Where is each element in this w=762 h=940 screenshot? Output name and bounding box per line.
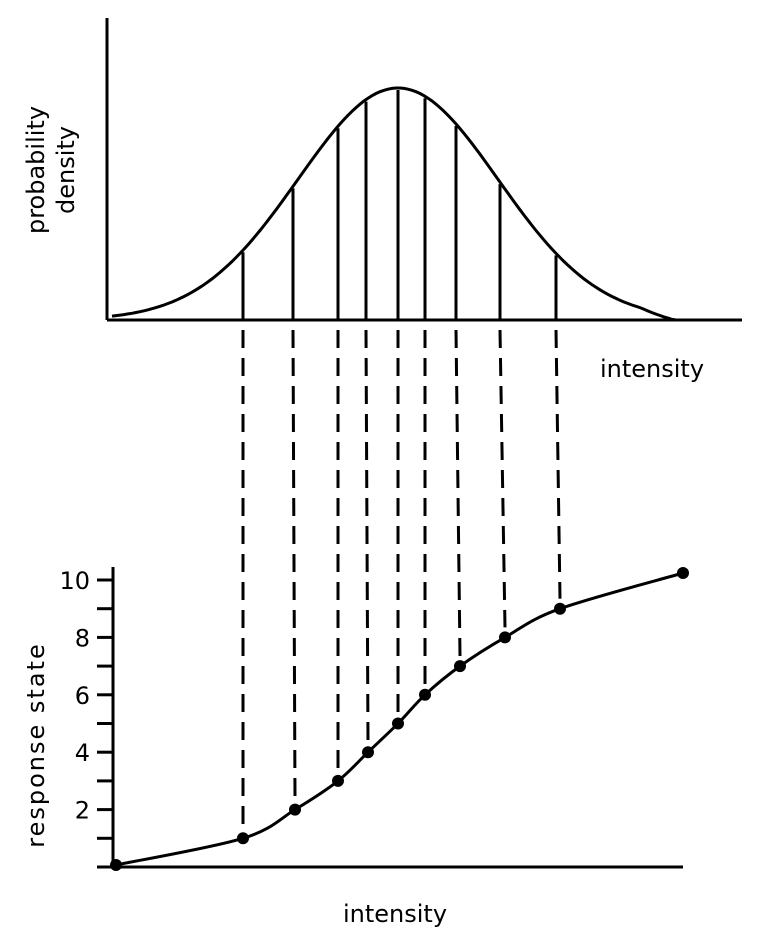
bottom-xlabel: intensity: [343, 900, 447, 928]
density-verticals: [241, 90, 558, 320]
projection-line-8: [498, 329, 507, 628]
density-curve: [111, 86, 680, 322]
y-tick-label-2: 2: [75, 797, 90, 825]
projection-line-2: [291, 329, 297, 800]
response-point-6: [419, 688, 431, 701]
response-point-8: [499, 631, 511, 644]
response-point-2: [289, 803, 301, 816]
y-tick-label-4: 4: [75, 739, 90, 767]
projection-line-4: [364, 329, 370, 743]
response-point-4: [362, 746, 374, 759]
y-tick-labels: 2 4 6 8 10: [59, 567, 90, 825]
projection-line-9: [554, 329, 562, 599]
y-tick-label-6: 6: [75, 682, 90, 710]
projection-lines: [241, 329, 562, 829]
top-ylabel-line2: density: [52, 126, 80, 214]
y-tick-label-8: 8: [75, 624, 90, 652]
response-point-5: [392, 717, 404, 730]
response-point-10: [677, 567, 689, 579]
response-point-7: [454, 660, 466, 673]
top-xlabel: intensity: [600, 355, 704, 383]
response-point-1: [237, 832, 249, 845]
response-point-9: [554, 602, 566, 615]
y-tick-label-10: 10: [59, 567, 90, 595]
response-points: [110, 567, 689, 871]
probability-density-chart: probability density intensity: [22, 18, 742, 383]
response-state-chart: 2 4 6 8 10 response state intensity: [22, 567, 689, 928]
projection-line-7: [454, 329, 462, 657]
response-point-0: [110, 859, 122, 871]
top-ylabel-line1: probability: [22, 106, 50, 234]
bottom-ylabel: response state: [22, 642, 50, 847]
response-point-3: [332, 774, 344, 787]
y-ticks: [97, 578, 113, 869]
